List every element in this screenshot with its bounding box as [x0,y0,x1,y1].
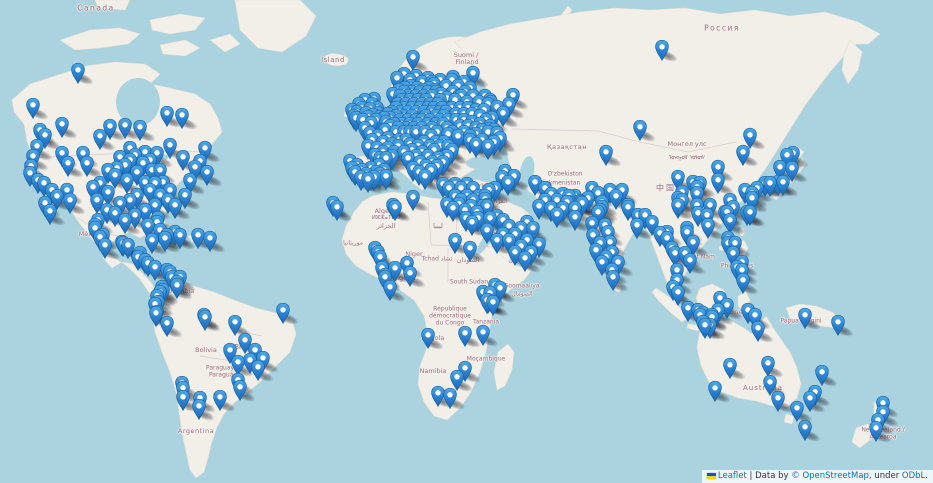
map-marker[interactable] [735,272,751,295]
map-marker[interactable] [62,192,78,215]
map-marker[interactable] [464,214,480,237]
map-marker[interactable] [275,302,291,325]
map-marker[interactable] [605,269,621,292]
map-marker[interactable] [172,227,188,250]
map-marker[interactable] [797,419,813,442]
map-marker[interactable] [405,189,421,212]
map-marker[interactable] [462,240,478,263]
map-marker[interactable] [830,314,846,337]
attribution-under: , under [868,471,902,481]
map-marker[interactable] [475,324,491,347]
map-marker[interactable] [25,97,41,120]
map-marker[interactable] [735,144,751,167]
map-marker[interactable] [250,359,266,382]
map-marker[interactable] [202,230,218,253]
odbl-link[interactable]: ODbL [901,471,926,481]
map-marker[interactable] [167,197,183,220]
map-marker[interactable] [485,294,501,317]
map-marker[interactable] [670,197,686,220]
map-marker[interactable] [117,117,133,140]
map-marker[interactable] [697,317,713,340]
map-marker[interactable] [360,171,376,194]
map-marker[interactable] [700,217,716,240]
map-marker[interactable] [60,155,76,178]
map-marker[interactable] [442,387,458,410]
attribution-data-by: Data by [755,471,792,481]
map-marker[interactable] [92,128,108,151]
openstreetmap-link[interactable]: © OpenStreetMap [791,471,869,481]
map-marker[interactable] [132,119,148,142]
map-marker[interactable] [567,209,583,232]
map-marker[interactable] [212,389,228,412]
map-marker[interactable] [199,164,215,187]
map-marker[interactable] [169,277,185,300]
map-marker[interactable] [382,279,398,302]
map-marker[interactable] [232,379,248,402]
map-marker[interactable] [457,325,473,348]
map-marker[interactable] [447,232,463,255]
map-marker[interactable] [387,199,403,222]
map-marker[interactable] [117,212,133,235]
map-marker[interactable] [175,389,191,412]
map-marker[interactable] [402,265,418,288]
leaflet-link[interactable]: Leaflet [717,471,747,481]
attribution-separator: | [746,471,756,481]
ukraine-flag-icon [706,472,716,479]
map-marker[interactable] [797,307,813,330]
map-marker[interactable] [191,398,207,421]
attribution-bar: Leaflet | Data by © OpenStreetMap, under… [701,470,933,483]
map-marker[interactable] [417,168,433,191]
map-marker[interactable] [420,327,436,350]
map-marker[interactable] [549,206,565,229]
map-marker[interactable] [770,390,786,413]
map-marker[interactable] [868,420,884,443]
map-marker[interactable] [722,357,738,380]
map-marker[interactable] [159,315,175,338]
map-marker[interactable] [654,39,670,62]
map-marker[interactable] [42,203,58,226]
map-marker[interactable] [750,320,766,343]
map-marker[interactable] [329,199,345,222]
map-marker[interactable] [629,217,645,240]
map-marker[interactable] [97,237,113,260]
map-marker[interactable] [517,250,533,273]
map-marker[interactable] [598,144,614,167]
map-marker[interactable] [632,119,648,142]
map-marker[interactable] [54,116,70,139]
map-marker[interactable] [480,138,496,161]
map-marker[interactable] [159,105,175,128]
map-marker[interactable] [70,62,86,85]
map-marker[interactable] [197,309,213,332]
map-marker[interactable] [707,380,723,403]
attribution-period: . [925,471,928,481]
map-marker[interactable] [174,107,190,130]
map-marker[interactable] [742,204,758,227]
